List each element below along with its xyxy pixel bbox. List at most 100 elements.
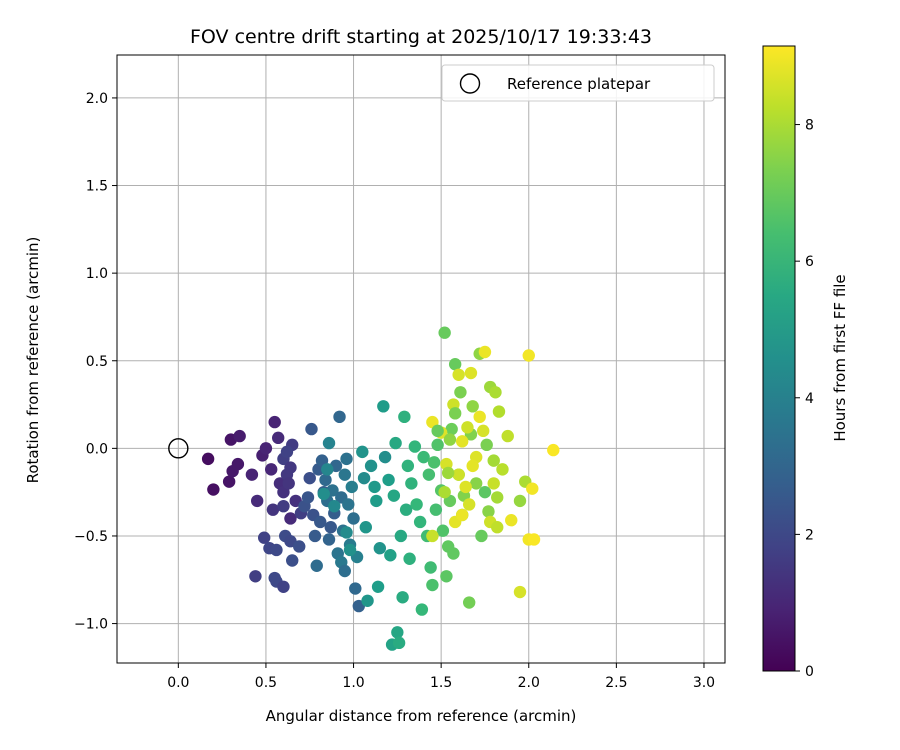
- data-point: [496, 463, 509, 476]
- data-point: [492, 405, 506, 418]
- data-point: [231, 457, 245, 471]
- data-point: [466, 459, 479, 473]
- x-tick-label: 3.0: [693, 675, 715, 691]
- data-point: [293, 540, 306, 553]
- data-point: [222, 475, 236, 488]
- data-point: [266, 503, 280, 516]
- legend-reference-marker: [459, 73, 481, 94]
- data-point: [427, 456, 441, 469]
- data-point: [426, 529, 439, 543]
- data-point: [452, 468, 465, 481]
- data-point: [361, 594, 374, 607]
- data-point: [249, 570, 262, 583]
- colorbar-tick-label: 8: [805, 118, 814, 134]
- legend-box: [441, 64, 715, 102]
- x-tick-label: 2.0: [518, 675, 540, 691]
- data-point: [373, 542, 387, 555]
- y-tick-label: 0.0: [86, 441, 108, 457]
- data-point: [321, 463, 334, 476]
- data-point: [319, 473, 332, 487]
- data-point: [513, 585, 527, 599]
- data-point: [257, 531, 271, 544]
- data-point: [364, 459, 378, 473]
- y-tick-label: 1.0: [86, 266, 108, 282]
- data-point: [308, 529, 322, 543]
- data-point: [445, 422, 458, 436]
- y-axis-ticks: 2.0 1.5 1.0 0.5 0.0 −0.5 −1.0: [74, 91, 117, 633]
- colorbar-ticks: 0 2 4 6 8: [795, 118, 814, 680]
- data-point: [473, 410, 486, 424]
- data-point: [447, 547, 460, 560]
- reference-marker-layer: [168, 438, 189, 459]
- y-axis-label: Rotation from reference (arcmin): [24, 237, 42, 484]
- data-point: [436, 524, 450, 537]
- grid: [117, 55, 725, 663]
- data-point: [324, 521, 337, 534]
- x-tick-label: 1.5: [430, 675, 452, 691]
- data-point: [286, 554, 299, 567]
- data-point: [410, 498, 423, 511]
- y-tick-label: 0.5: [86, 354, 108, 370]
- y-tick-label: −0.5: [74, 529, 108, 545]
- data-point: [282, 477, 295, 490]
- data-point: [452, 368, 465, 381]
- data-point: [314, 515, 327, 529]
- data-point: [284, 512, 297, 525]
- data-point: [426, 578, 439, 592]
- data-point: [547, 443, 560, 457]
- data-point: [207, 483, 220, 496]
- y-tick-label: 1.5: [86, 179, 108, 195]
- data-points: [201, 326, 560, 651]
- data-point: [401, 459, 415, 473]
- x-tick-label: 1.0: [342, 675, 364, 691]
- data-point: [264, 463, 278, 476]
- plot-frame: [116, 54, 726, 664]
- data-point: [394, 529, 408, 543]
- y-tick-label: 2.0: [86, 91, 108, 107]
- data-point: [356, 445, 369, 459]
- y-tick-label: −1.0: [74, 617, 108, 633]
- data-point: [526, 482, 539, 495]
- data-point: [322, 436, 336, 450]
- x-tick-label: 0.5: [255, 675, 277, 691]
- data-point: [382, 473, 395, 487]
- data-point: [527, 533, 541, 546]
- colorbar-label: Hours from first FF file: [831, 274, 849, 441]
- data-point: [415, 603, 429, 616]
- data-point: [317, 487, 330, 501]
- data-point: [505, 513, 518, 527]
- data-point: [271, 431, 285, 445]
- data-point: [399, 503, 413, 516]
- data-point: [478, 485, 492, 499]
- data-point: [338, 564, 351, 578]
- data-point: [284, 461, 297, 474]
- data-point: [464, 366, 478, 380]
- data-point: [405, 477, 418, 490]
- colorbar-tick-label: 4: [805, 391, 814, 407]
- data-point: [387, 489, 401, 502]
- data-point: [398, 410, 411, 424]
- data-point: [455, 508, 469, 522]
- data-point: [338, 468, 351, 481]
- data-point: [277, 580, 290, 593]
- data-point: [448, 358, 462, 371]
- data-point: [443, 433, 457, 446]
- data-point: [342, 498, 355, 511]
- data-point: [454, 386, 467, 399]
- data-point: [370, 494, 383, 508]
- data-point: [448, 407, 462, 420]
- data-point: [501, 429, 514, 443]
- data-point: [349, 582, 362, 595]
- data-point: [250, 494, 264, 508]
- legend-reference-label: Reference platepar: [507, 75, 651, 93]
- data-point: [268, 415, 281, 429]
- data-point: [340, 526, 353, 539]
- data-point: [491, 521, 504, 534]
- colorbar-gradient: [762, 45, 796, 672]
- data-point: [408, 440, 422, 453]
- colorbar-tick-label: 0: [805, 664, 814, 680]
- data-point: [522, 349, 535, 362]
- data-point: [392, 636, 406, 650]
- colorbar: 0 2 4 6 8 Hours from first FF file: [762, 45, 849, 680]
